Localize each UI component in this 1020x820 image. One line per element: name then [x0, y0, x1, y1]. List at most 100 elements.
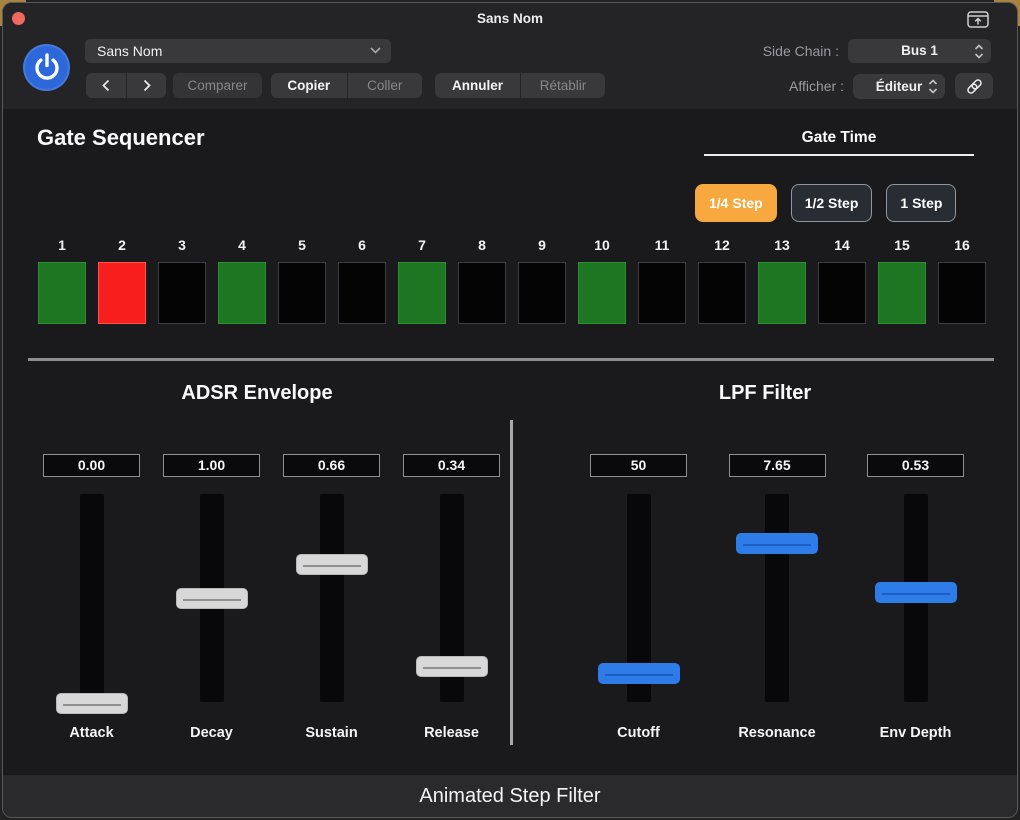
- side-chain-value: Bus 1: [901, 43, 938, 58]
- step-column: 9: [518, 237, 566, 324]
- slider-handle-line: [303, 565, 361, 567]
- plugin-window: Sans Nom Sans Nom Side Chain : Bus: [2, 2, 1018, 818]
- step-cell[interactable]: [518, 262, 566, 324]
- redo-button[interactable]: Rétablir: [520, 73, 605, 98]
- gate-time-label: Gate Time: [704, 129, 974, 147]
- slider-column: 1.00Decay: [163, 454, 260, 741]
- next-preset-button[interactable]: [126, 73, 166, 98]
- step-column: 15: [878, 237, 926, 324]
- slider-track-wrap: [867, 494, 964, 702]
- step-number: 8: [478, 237, 486, 262]
- step-number: 7: [418, 237, 426, 262]
- slider-label: Sustain: [305, 725, 357, 741]
- step-cell[interactable]: [218, 262, 266, 324]
- slider-handle-line: [743, 544, 811, 546]
- step-cell[interactable]: [818, 262, 866, 324]
- adsr-sliders: 0.00Attack1.00Decay0.66Sustain0.34Releas…: [43, 454, 500, 741]
- slider-handle-line: [882, 593, 950, 595]
- gate-time-option[interactable]: 1/2 Step: [791, 184, 873, 222]
- slider-handle[interactable]: [296, 554, 368, 575]
- up-down-chevrons-icon: [928, 79, 938, 94]
- step-cell[interactable]: [278, 262, 326, 324]
- step-cell[interactable]: [338, 262, 386, 324]
- side-chain-select[interactable]: Bus 1: [848, 39, 991, 63]
- up-down-chevrons-icon: [974, 44, 984, 59]
- step-number: 9: [538, 237, 546, 262]
- slider-handle[interactable]: [416, 656, 488, 677]
- step-cell[interactable]: [578, 262, 626, 324]
- slider-track-wrap: [590, 494, 687, 702]
- slider-value-box[interactable]: 0.34: [403, 454, 500, 477]
- slider-handle[interactable]: [875, 582, 957, 603]
- bypass-power-button[interactable]: [23, 44, 70, 91]
- adsr-panel-title: ADSR Envelope: [3, 382, 511, 405]
- slider-track[interactable]: [80, 494, 104, 702]
- step-number: 11: [655, 237, 670, 262]
- slider-track[interactable]: [320, 494, 344, 702]
- step-number: 10: [594, 237, 610, 262]
- step-column: 12: [698, 237, 746, 324]
- gate-time-underline: [704, 154, 974, 156]
- slider-handle-line: [423, 667, 481, 669]
- titlebar[interactable]: Sans Nom: [3, 3, 1017, 33]
- step-cell[interactable]: [38, 262, 86, 324]
- chevron-right-icon: [143, 79, 151, 92]
- slider-value-box[interactable]: 0.53: [867, 454, 964, 477]
- step-column: 10: [578, 237, 626, 324]
- slider-value-box[interactable]: 7.65: [729, 454, 826, 477]
- paste-button[interactable]: Coller: [347, 73, 423, 98]
- pop-out-window-icon[interactable]: [967, 11, 989, 28]
- slider-label: Cutoff: [617, 725, 660, 741]
- step-cell[interactable]: [638, 262, 686, 324]
- compare-label: Comparer: [187, 78, 247, 93]
- step-column: 3: [158, 237, 206, 324]
- step-cell[interactable]: [98, 262, 146, 324]
- compare-button[interactable]: Comparer: [173, 73, 262, 98]
- slider-handle[interactable]: [736, 533, 818, 554]
- step-cell[interactable]: [398, 262, 446, 324]
- slider-handle-line: [63, 704, 121, 706]
- slider-value-box[interactable]: 50: [590, 454, 687, 477]
- slider-track[interactable]: [765, 494, 789, 702]
- copy-paste-control: Copier Coller: [271, 73, 422, 98]
- link-icon: [965, 77, 984, 96]
- slider-label: Attack: [69, 725, 113, 741]
- step-cell[interactable]: [698, 262, 746, 324]
- side-chain-label: Side Chain :: [763, 43, 839, 59]
- plugin-name-bar: Animated Step Filter: [3, 775, 1017, 817]
- step-number: 12: [714, 237, 730, 262]
- previous-preset-button[interactable]: [86, 73, 126, 98]
- slider-column: 0.66 Sustain: [283, 454, 380, 741]
- link-button[interactable]: [955, 73, 993, 99]
- step-column: 8: [458, 237, 506, 324]
- slider-handle[interactable]: [56, 693, 128, 714]
- gate-time-option[interactable]: 1/4 Step: [695, 184, 777, 222]
- undo-button[interactable]: Annuler: [435, 73, 520, 98]
- slider-value-box[interactable]: 0.66: [283, 454, 380, 477]
- step-cell[interactable]: [758, 262, 806, 324]
- step-number: 15: [894, 237, 910, 262]
- power-icon: [32, 53, 62, 83]
- undo-redo-control: Annuler Rétablir: [435, 73, 605, 98]
- gate-time-options: 1/4 Step 1/2 Step 1 Step: [695, 184, 956, 222]
- step-number: 1: [58, 237, 66, 262]
- step-cell[interactable]: [878, 262, 926, 324]
- slider-value-box[interactable]: 1.00: [163, 454, 260, 477]
- panel-divider: [510, 420, 513, 745]
- step-cell[interactable]: [458, 262, 506, 324]
- step-column: 2: [98, 237, 146, 324]
- slider-handle-line: [605, 674, 673, 676]
- step-cell[interactable]: [158, 262, 206, 324]
- slider-value-box[interactable]: 0.00: [43, 454, 140, 477]
- slider-handle[interactable]: [598, 663, 680, 684]
- section-divider: [28, 358, 994, 361]
- step-cell[interactable]: [938, 262, 986, 324]
- display-mode-select[interactable]: Éditeur: [853, 74, 945, 99]
- preset-select[interactable]: Sans Nom: [85, 39, 391, 63]
- copy-button[interactable]: Copier: [271, 73, 347, 98]
- slider-handle[interactable]: [176, 588, 248, 609]
- step-row: 12345678910111213141516: [38, 237, 986, 324]
- gate-time-option[interactable]: 1 Step: [886, 184, 956, 222]
- paste-label: Coller: [367, 78, 402, 93]
- step-column: 16: [938, 237, 986, 324]
